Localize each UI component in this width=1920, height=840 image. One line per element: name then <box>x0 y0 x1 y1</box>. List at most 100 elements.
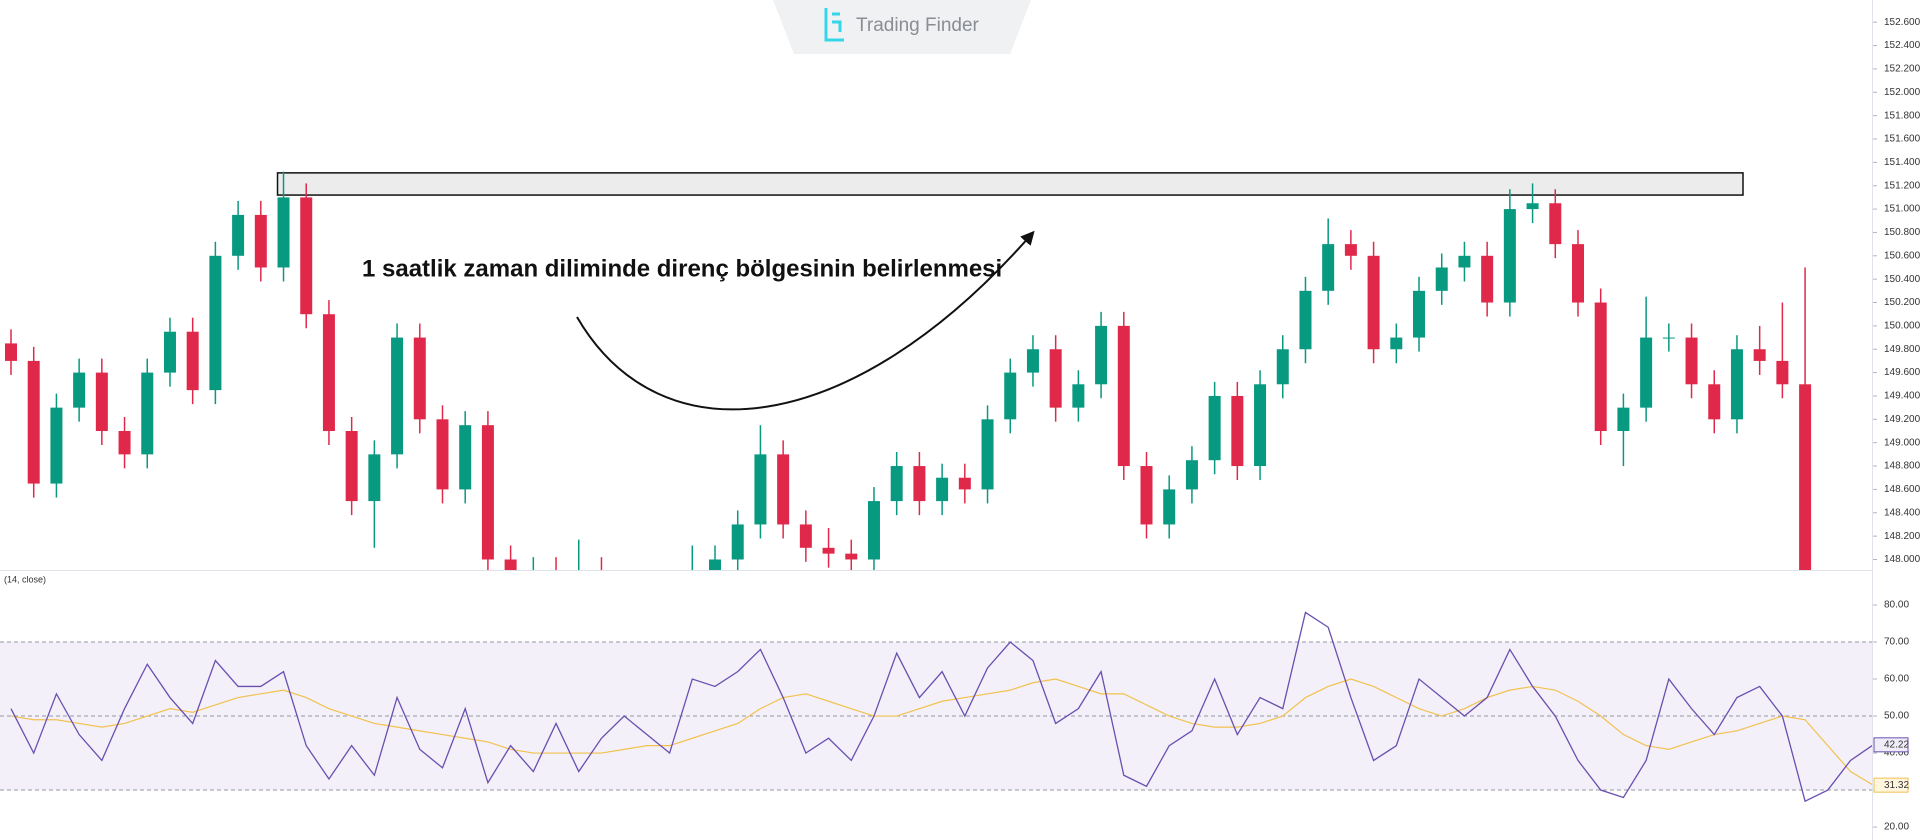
candle-body <box>1526 203 1539 210</box>
candle-body <box>1004 372 1017 420</box>
candle-body <box>1344 244 1357 256</box>
price-pane <box>5 171 1812 630</box>
y-tick-label: 148.000 <box>1884 554 1920 565</box>
y-tick-label: 80.00 <box>1884 600 1909 611</box>
y-tick-label: 149.200 <box>1884 414 1920 425</box>
candle-body <box>1322 244 1335 291</box>
y-tick-label: 50.00 <box>1884 711 1909 722</box>
candle-body <box>595 571 607 618</box>
candle-body <box>845 553 858 560</box>
candle-body <box>300 197 313 315</box>
rsi-line <box>10 678 1872 786</box>
candle-body <box>799 524 812 548</box>
y-tick-label: 152.600 <box>1884 17 1920 28</box>
candle-body <box>1117 325 1130 467</box>
axes: 148.000 148.200 148.400 148.600 148.800 149.0… <box>1872 17 1920 833</box>
candle-body <box>913 466 926 502</box>
candle-body <box>1367 255 1380 350</box>
candle-body <box>550 571 562 606</box>
candle-body <box>1662 337 1675 339</box>
y-tick-label: 149.000 <box>1884 437 1920 448</box>
candle-body <box>95 372 108 432</box>
candle-body <box>5 343 17 361</box>
candle-body <box>754 454 767 525</box>
candle-body <box>1254 384 1267 467</box>
candle-body <box>141 372 154 455</box>
candle-body <box>1026 349 1039 373</box>
rsi-pane <box>0 611 1872 803</box>
logo-icon <box>824 8 844 42</box>
y-tick-label: 152.000 <box>1884 87 1920 98</box>
candle-body <box>709 559 722 570</box>
candle-body <box>1571 244 1584 303</box>
candle-body <box>1594 302 1607 432</box>
brand: Trading Finder <box>856 15 980 36</box>
candle-body <box>391 337 404 455</box>
candle-body <box>1481 255 1494 303</box>
y-tick-label: 150.200 <box>1884 297 1920 308</box>
candle-body <box>664 606 676 618</box>
candle-body <box>368 454 381 502</box>
candle-body <box>1753 349 1766 361</box>
candle-body <box>1435 267 1448 291</box>
candle-body <box>186 331 199 391</box>
candle-body <box>1163 489 1176 525</box>
y-tick-label: 70.00 <box>1884 637 1909 648</box>
candle-body <box>1140 466 1153 525</box>
candle-body <box>686 583 698 606</box>
y-tick-label: 152.200 <box>1884 64 1920 75</box>
candle-body <box>118 431 131 455</box>
candle-body <box>1617 407 1630 432</box>
candle-body <box>527 571 539 594</box>
y-tick-label: 149.400 <box>1884 391 1920 402</box>
rsi-line <box>10 611 1872 803</box>
last-value-badge <box>1873 737 1909 753</box>
y-tick-label: 151.000 <box>1884 204 1920 215</box>
y-tick-label: 148.400 <box>1884 507 1920 518</box>
candle-body <box>1299 290 1312 350</box>
candle-body <box>254 214 267 268</box>
candle-body <box>958 477 971 490</box>
candle-body <box>731 524 744 560</box>
candle-body <box>1208 395 1221 461</box>
resistance-zone <box>276 172 1744 196</box>
y-tick-label: 150.600 <box>1884 250 1920 261</box>
y-tick-label: 150.400 <box>1884 274 1920 285</box>
y-tick-label: 151.800 <box>1884 110 1920 121</box>
candle-body <box>1458 255 1471 268</box>
y-tick-label: 40.00 <box>1884 748 1909 759</box>
candle-body <box>277 197 290 268</box>
candle-body <box>345 431 358 502</box>
y-tick-label: 151.400 <box>1884 157 1920 168</box>
y-tick-label: 151.600 <box>1884 134 1920 145</box>
y-tick-label: 151.200 <box>1884 180 1920 191</box>
y-tick-label: 148.200 <box>1884 531 1920 542</box>
indicator-label: (14, close) <box>4 574 46 584</box>
candle-body <box>209 255 222 391</box>
candle-body <box>1049 349 1062 408</box>
last-value-label: 31.32 <box>1884 780 1909 791</box>
arrow <box>576 230 1035 411</box>
candle-body <box>232 214 245 256</box>
candle-body <box>867 501 880 560</box>
candle-body <box>459 425 472 490</box>
annotation: 1 saatlik zaman diliminde direnç bölgesi… <box>362 255 1002 282</box>
candle-body <box>777 454 790 525</box>
candle-body <box>573 571 585 606</box>
candle-body <box>1185 460 1198 490</box>
candle-body <box>1640 337 1653 408</box>
candle-body <box>322 314 335 432</box>
candle-body <box>50 407 63 484</box>
candle-body <box>618 618 630 630</box>
y-tick-label: 60.00 <box>1884 674 1909 685</box>
y-tick-label: 148.800 <box>1884 461 1920 472</box>
candle-body <box>1390 337 1403 350</box>
candle-body <box>27 360 40 484</box>
y-tick-label: 149.800 <box>1884 344 1920 355</box>
candle-body <box>1708 384 1721 420</box>
candle-body <box>1413 290 1426 338</box>
candle-body <box>413 337 426 420</box>
candle-body <box>163 331 176 373</box>
y-tick-label: 20.00 <box>1884 822 1909 833</box>
